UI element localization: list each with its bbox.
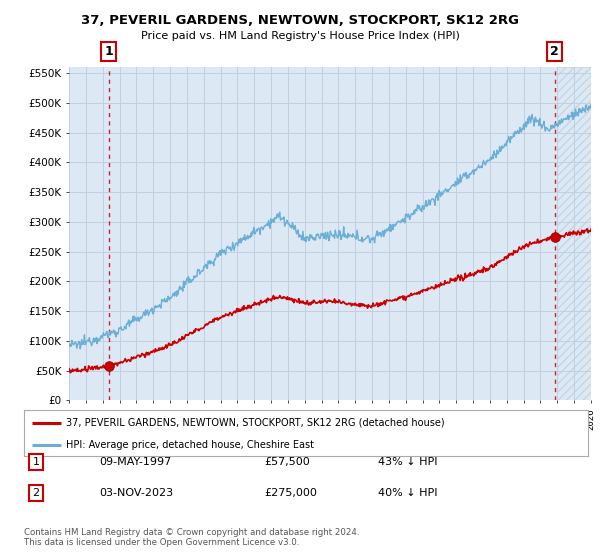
Text: 2: 2 <box>32 488 40 498</box>
Text: Contains HM Land Registry data © Crown copyright and database right 2024.
This d: Contains HM Land Registry data © Crown c… <box>24 528 359 547</box>
Text: 40% ↓ HPI: 40% ↓ HPI <box>378 488 437 498</box>
Text: 03-NOV-2023: 03-NOV-2023 <box>99 488 173 498</box>
Text: HPI: Average price, detached house, Cheshire East: HPI: Average price, detached house, Ches… <box>66 440 314 450</box>
Text: 37, PEVERIL GARDENS, NEWTOWN, STOCKPORT, SK12 2RG: 37, PEVERIL GARDENS, NEWTOWN, STOCKPORT,… <box>81 14 519 27</box>
Text: £275,000: £275,000 <box>264 488 317 498</box>
Text: Price paid vs. HM Land Registry's House Price Index (HPI): Price paid vs. HM Land Registry's House … <box>140 31 460 41</box>
Text: 09-MAY-1997: 09-MAY-1997 <box>99 457 171 467</box>
Text: 37, PEVERIL GARDENS, NEWTOWN, STOCKPORT, SK12 2RG (detached house): 37, PEVERIL GARDENS, NEWTOWN, STOCKPORT,… <box>66 418 445 428</box>
Text: 43% ↓ HPI: 43% ↓ HPI <box>378 457 437 467</box>
Text: £57,500: £57,500 <box>264 457 310 467</box>
Text: 1: 1 <box>32 457 40 467</box>
Text: 2: 2 <box>550 45 559 58</box>
Text: 1: 1 <box>104 45 113 58</box>
